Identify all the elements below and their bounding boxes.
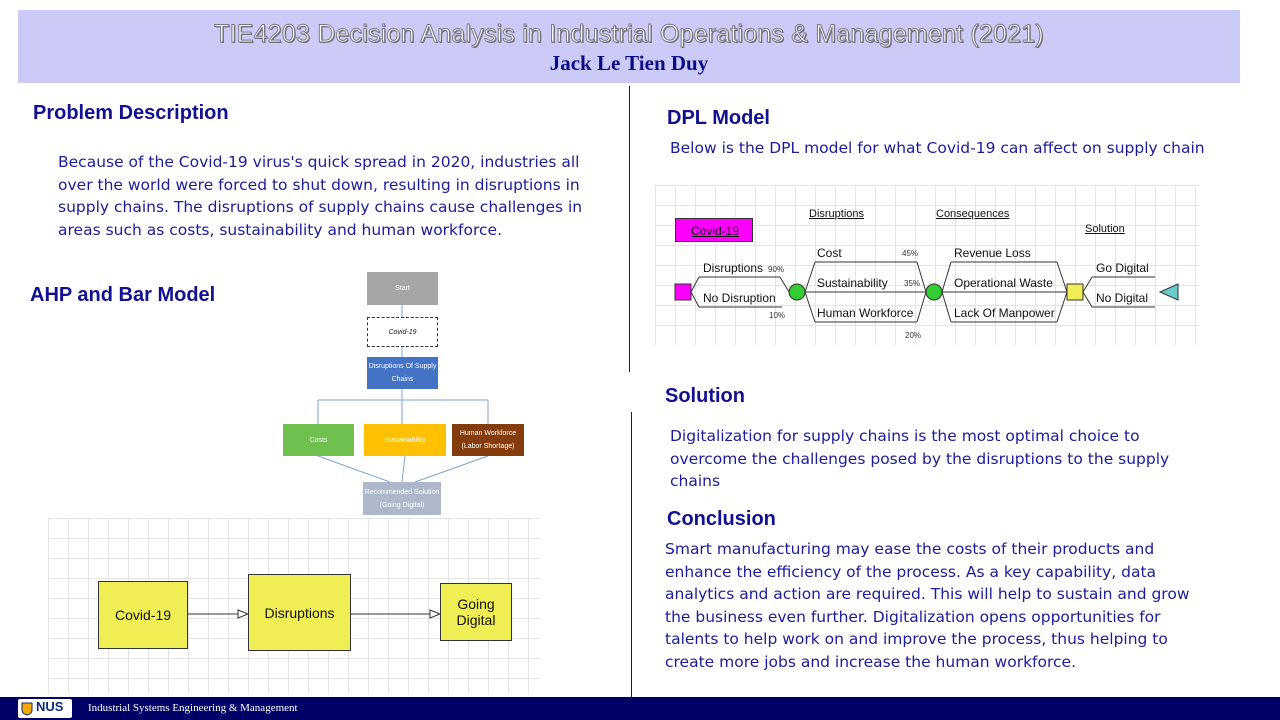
bar-model: Covid-19 Disruptions Going Digital (48, 518, 540, 694)
dpl-revenue-loss: Revenue Loss (954, 246, 1031, 260)
problem-heading: Problem Description (33, 102, 229, 124)
poster-title: TIE4203 Decision Analysis in Industrial … (214, 20, 1045, 49)
dpl-sustainability: Sustainability (817, 276, 888, 290)
dpl-sustainability-pct: 35% (904, 279, 921, 288)
ahp-heading: AHP and Bar Model (30, 284, 216, 306)
dpl-disruptions-head: Disruptions (809, 208, 865, 220)
nus-logo: NUS (18, 699, 72, 718)
flow-costs: Costs (283, 424, 354, 456)
dpl-human-workforce: Human Workforce (817, 306, 914, 320)
nus-logo-text: NUS (36, 699, 64, 714)
flow-rec-line2: (Going Digital) (379, 501, 425, 509)
dpl-cost-pct: 45% (902, 249, 919, 258)
conclusion-line: analytics and action are required. This … (665, 585, 1190, 603)
poster-footer: NUS Industrial Systems Engineering & Man… (0, 697, 1280, 720)
dpl-branch-disruptions-pct: 90% (768, 265, 785, 274)
dpl-no-digital: No Digital (1096, 291, 1149, 305)
conclusion-line: enhance the efficiency of the process. A… (665, 562, 1157, 581)
footer-department: Industrial Systems Engineering & Managem… (88, 702, 298, 714)
dpl-solution-head: Solution (1085, 223, 1125, 235)
solution-heading: Solution (665, 385, 745, 407)
dpl-lack-of-manpower: Lack Of Manpower (954, 306, 1055, 320)
bar-covid-box: Covid-19 (98, 581, 188, 649)
flow-rec-line1: Recommended Solution (364, 488, 440, 496)
dpl-heading: DPL Model (667, 107, 770, 129)
dpl-caption: Below is the DPL model for what Covid-19… (670, 139, 1205, 157)
bar-digital-line1: Going (457, 596, 495, 612)
ahp-flowchart: Start Covid-19 Disruptions Of Supply Cha… (280, 270, 530, 518)
flow-human-line2: (Labor Shortage) (461, 443, 515, 450)
poster-author: Jack Le Tien Duy (549, 51, 709, 75)
dpl-go-digital: Go Digital (1096, 261, 1149, 275)
dpl-branch-disruptions: Disruptions (703, 261, 764, 275)
dpl-diagram: Covid-19 Disruptions Consequences Soluti… (655, 185, 1200, 345)
dpl-cost: Cost (817, 246, 842, 260)
bar-going-digital-box: Going Digital (440, 583, 512, 641)
flow-disruptions: Disruptions Of Supply Chains (367, 357, 438, 389)
poster-header: TIE4203 Decision Analysis in Industrial … (18, 10, 1240, 83)
flow-start: Start (367, 272, 438, 305)
flow-disruptions-line1: Disruptions Of Supply (368, 363, 437, 370)
column-divider-bottom (631, 412, 632, 697)
solution-line: chains (670, 472, 721, 490)
column-divider-top (629, 86, 630, 372)
solution-text: Digitalization for supply chains is the … (670, 425, 1230, 493)
flow-disruptions-line2: Chains (391, 376, 414, 383)
solution-line: Digitalization for supply chains is the … (670, 427, 1140, 445)
flow-covid: Covid-19 (367, 317, 438, 347)
dpl-covid-node: Covid-19 (675, 218, 753, 242)
solution-line: overcome the challenges posed by the dis… (670, 449, 1170, 468)
conclusion-line: talents to help work on and improve the … (665, 630, 1168, 648)
ahp-connectors (317, 305, 489, 483)
dpl-human-pct: 20% (905, 331, 922, 340)
nus-crest-icon (21, 702, 33, 716)
flow-sustainability: Sustainability (364, 424, 446, 456)
bar-digital-line2: Digital (456, 612, 496, 628)
conclusion-heading: Conclusion (667, 508, 776, 530)
dpl-covid-label: Covid-19 (691, 224, 740, 238)
bar-model-arrows (188, 609, 442, 619)
problem-text: Because of the Covid-19 virus's quick sp… (58, 151, 618, 241)
problem-line: supply chains. The disruptions of supply… (58, 198, 583, 216)
flow-recommended-solution: Recommended Solution (Going Digital) (363, 482, 441, 515)
conclusion-text: Smart manufacturing may ease the costs o… (665, 538, 1255, 673)
problem-line: areas such as costs, sustainability and … (58, 220, 502, 239)
bar-disruptions-box: Disruptions (248, 574, 351, 651)
problem-line: over the world were forced to shut down,… (58, 175, 580, 194)
dpl-consequences-head: Consequences (936, 208, 1010, 220)
dpl-tree-lines (674, 261, 1179, 323)
flow-human-line1: Human Workforce (459, 430, 517, 437)
conclusion-line: create more jobs and increase the human … (665, 652, 1077, 671)
conclusion-line: the business even further. Digitalizatio… (665, 607, 1161, 626)
dpl-branch-no-disruption: No Disruption (703, 291, 776, 305)
conclusion-line: Smart manufacturing may ease the costs o… (665, 540, 1155, 558)
flow-human-workforce: Human Workforce (Labor Shortage) (452, 424, 524, 456)
problem-line: Because of the Covid-19 virus's quick sp… (58, 153, 580, 171)
dpl-operational-waste: Operational Waste (954, 276, 1053, 290)
dpl-branch-no-disruption-pct: 10% (769, 311, 786, 320)
